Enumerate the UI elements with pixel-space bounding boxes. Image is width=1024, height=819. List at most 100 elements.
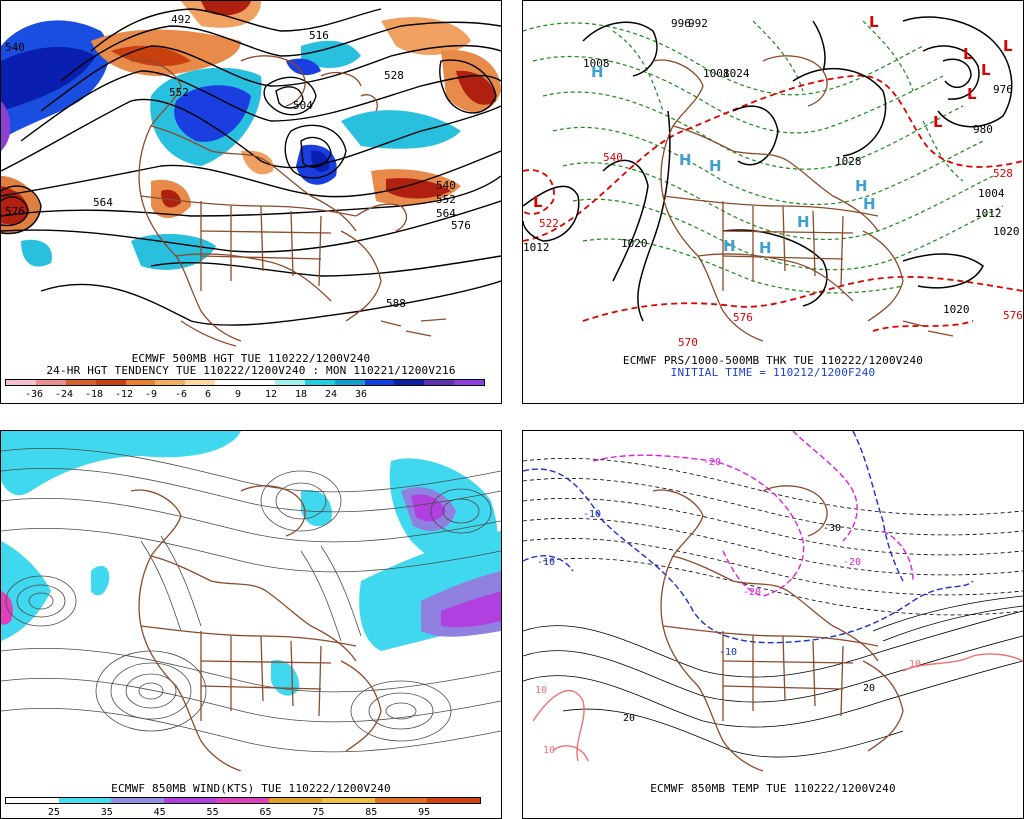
svg-text:976: 976 xyxy=(993,83,1013,96)
svg-text:540: 540 xyxy=(603,151,623,164)
svg-text:-10: -10 xyxy=(583,509,601,520)
low-pressure-marker: L xyxy=(981,61,991,79)
colorbar-swatch xyxy=(95,380,126,385)
svg-text:1008: 1008 xyxy=(703,67,730,80)
colorbar-swatch xyxy=(364,380,395,385)
isotherm-magenta xyxy=(592,431,914,597)
pressure-thickness-map: 996 1008 1020 1024 1028 1012 1020 1020 9… xyxy=(523,16,1023,349)
svg-text:552: 552 xyxy=(169,86,189,99)
svg-text:1020: 1020 xyxy=(621,237,648,250)
colorbar-swatch xyxy=(322,798,375,803)
colorbar-swatch xyxy=(125,380,156,385)
low-pressure-marker: L xyxy=(933,113,943,131)
svg-text:570: 570 xyxy=(678,336,698,349)
svg-text:-20: -20 xyxy=(743,587,761,598)
colorbar-swatch xyxy=(6,380,36,385)
svg-text:-10: -10 xyxy=(537,557,555,568)
colorbar-swatch xyxy=(245,380,275,385)
colorbar-swatch xyxy=(155,380,186,385)
colorbar-tick-label: 24 xyxy=(325,389,338,400)
tendency-shading xyxy=(1,1,501,270)
svg-text:552: 552 xyxy=(436,193,456,206)
svg-text:528: 528 xyxy=(384,69,404,82)
high-pressure-marker: H xyxy=(863,195,876,213)
panel-title-temp: ECMWF 850MB TEMP TUE 110222/1200V240 xyxy=(650,782,896,795)
map-outline xyxy=(652,55,954,342)
svg-text:528: 528 xyxy=(993,167,1013,180)
svg-text:576: 576 xyxy=(1003,309,1023,322)
colorbar-tick-label: 6 xyxy=(205,389,212,400)
height-contours xyxy=(1,8,501,326)
colorbar-tick-label: -6 xyxy=(175,389,188,400)
svg-text:10: 10 xyxy=(543,745,555,756)
svg-text:522: 522 xyxy=(539,217,559,230)
svg-text:10: 10 xyxy=(909,659,921,670)
high-pressure-marker: H xyxy=(759,239,772,257)
map-outline xyxy=(652,485,904,772)
svg-text:20: 20 xyxy=(863,683,875,694)
isobar-labels: 996 1008 1020 1024 1028 1012 1020 1020 9… xyxy=(523,17,1020,316)
svg-text:10: 10 xyxy=(535,685,547,696)
colorbar-tick-label: 9 xyxy=(235,389,242,400)
panel-850mb-wind: ECMWF 850MB WIND(KTS) TUE 110222/1200V24… xyxy=(0,430,502,819)
colorbar-tick-label: 75 xyxy=(312,807,325,818)
colorbar-tick-label: 25 xyxy=(47,807,60,818)
tendency-colorbar xyxy=(5,379,485,386)
streamlines xyxy=(1,447,501,753)
low-pressure-marker: L xyxy=(533,193,543,211)
colorbar-swatch xyxy=(185,380,216,385)
svg-text:1028: 1028 xyxy=(835,155,862,168)
svg-text:992: 992 xyxy=(688,17,708,30)
svg-text:996: 996 xyxy=(671,17,691,30)
panel-title-wind: ECMWF 850MB WIND(KTS) TUE 110222/1200V24… xyxy=(111,782,391,795)
colorbar-swatch xyxy=(454,380,484,385)
colorbar-swatch xyxy=(334,380,365,385)
svg-text:1020: 1020 xyxy=(943,303,970,316)
colorbar-tick-label: 35 xyxy=(100,807,113,818)
colorbar-swatch xyxy=(6,798,59,803)
svg-text:576: 576 xyxy=(733,311,753,324)
svg-text:576: 576 xyxy=(451,219,471,232)
colorbar-tick-label: 18 xyxy=(295,389,308,400)
svg-text:-20: -20 xyxy=(703,457,721,468)
colorbar-tick-label: 65 xyxy=(259,807,272,818)
colorbar-tick-label: 95 xyxy=(418,807,431,818)
svg-text:588: 588 xyxy=(386,297,406,310)
isotherm-pink xyxy=(532,653,1023,762)
svg-text:492: 492 xyxy=(171,13,191,26)
svg-text:-10: -10 xyxy=(719,647,737,658)
svg-text:504: 504 xyxy=(293,99,313,112)
thickness-red-contours xyxy=(523,74,1023,332)
thickness-labels: 540 570 576 576 528 522 xyxy=(539,151,1023,349)
initial-time-label: INITIAL TIME = 110212/1200F240 xyxy=(670,366,876,379)
low-pressure-marker: L xyxy=(967,85,977,103)
colorbar-tick-label: 12 xyxy=(265,389,278,400)
svg-text:20: 20 xyxy=(623,713,635,724)
colorbar-swatch xyxy=(374,798,428,803)
colorbar-swatch xyxy=(394,380,425,385)
colorbar-swatch xyxy=(274,380,305,385)
colorbar-tick-label: -24 xyxy=(55,389,74,400)
high-pressure-marker: H xyxy=(591,63,604,81)
svg-text:540: 540 xyxy=(5,41,25,54)
svg-text:1012: 1012 xyxy=(975,207,1002,220)
map-outline xyxy=(130,55,447,347)
colorbar-swatch xyxy=(216,798,270,803)
svg-text:1008: 1008 xyxy=(583,57,610,70)
colorbar-tick-label: -9 xyxy=(145,389,158,400)
temp-dashed-isotherms xyxy=(523,457,1023,616)
colorbar-tick-label: -18 xyxy=(85,389,104,400)
svg-text:-30: -30 xyxy=(823,523,841,534)
colorbar-swatch xyxy=(65,380,96,385)
wind-streamline-map xyxy=(1,431,501,771)
thickness-green-contours xyxy=(523,20,1004,294)
isotherm-blue xyxy=(523,431,974,644)
panel-pressure-thickness: 996 1008 1020 1024 1028 1012 1020 1020 9… xyxy=(522,0,1024,404)
colorbar-tick-label: 55 xyxy=(206,807,219,818)
high-pressure-marker: H xyxy=(679,151,692,169)
high-pressure-marker: H xyxy=(709,157,722,175)
low-pressure-marker: L xyxy=(963,45,973,63)
panel-850mb-temp: -10 -10 -20 -20 -30 -20 10 10 10 -10 20 … xyxy=(522,430,1024,819)
colorbar-tick-label: 85 xyxy=(365,807,378,818)
panel-500mb-height: 492 504 516 528 540 552 564 576 588 540 … xyxy=(0,0,502,404)
